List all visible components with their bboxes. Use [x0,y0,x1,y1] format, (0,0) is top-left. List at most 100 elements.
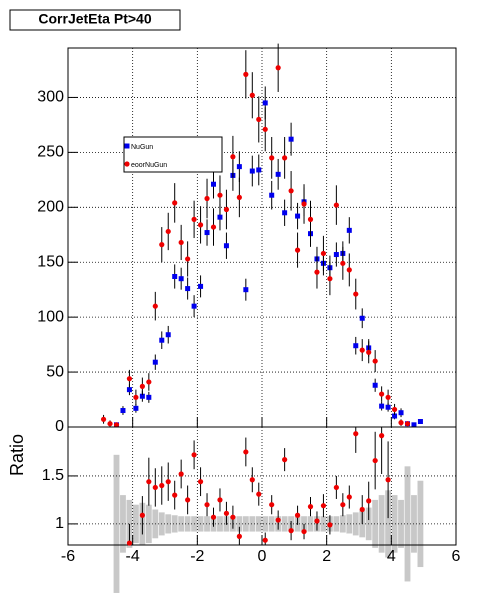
error-band [178,516,185,532]
data-point [294,247,301,253]
data-point [236,194,242,201]
data-point [282,155,288,161]
data-point [204,502,210,508]
error-band [165,514,172,534]
data-point [385,394,391,400]
data-point [172,492,178,498]
error-band [339,515,346,533]
data-point [100,416,107,422]
data-point [249,92,255,98]
error-band [385,490,392,558]
legend-marker [124,143,130,149]
data-point [191,216,197,222]
y-tick-label: 150 [37,253,64,270]
error-band [171,515,178,533]
data-point [372,382,378,388]
error-band [307,516,314,532]
data-point [126,387,132,393]
data-point [353,431,359,437]
data-point [236,533,242,539]
data-point [340,260,346,266]
error-band [255,516,262,532]
data-point [359,506,365,513]
error-band [184,516,191,532]
data-point [249,477,255,483]
y-tick-label: 100 [37,308,64,325]
data-point [301,201,307,207]
error-band [391,495,398,553]
data-point [178,276,184,282]
data-point [314,269,320,275]
error-band [346,514,353,534]
legend-label: NuGun [131,144,153,151]
title-box [9,9,181,31]
data-point [256,116,262,123]
data-point [185,497,191,503]
frame [67,426,457,546]
data-point [359,315,365,321]
data-point [178,471,184,477]
data-point [333,202,339,208]
error-band [217,516,223,532]
y-tick-label: 200 [37,199,64,216]
data-point [398,420,404,426]
data-point [333,484,339,491]
data-point [217,497,223,503]
legend [123,136,223,173]
data-point [295,213,301,219]
data-point [211,181,216,187]
data-point [133,394,139,400]
data-point [120,408,126,414]
data-point [139,383,145,389]
y-tick-label: 0 [55,418,64,435]
y-tick-label: 300 [37,89,64,106]
data-point [230,154,236,160]
data-point [353,291,359,297]
data-point [288,528,294,534]
data-point [366,349,372,355]
data-point [243,449,249,455]
data-point [314,518,320,524]
data-point [282,210,288,216]
data-point [269,155,275,161]
x-tick-label: 4 [387,548,396,565]
data-point [275,171,281,177]
data-point [327,522,333,528]
data-point [282,457,288,463]
data-point [185,256,191,262]
y-axis-label: Ratio [7,434,27,476]
data-point [379,403,385,409]
data-point [346,267,352,273]
data-point [269,502,275,508]
data-point [262,100,268,106]
data-point [346,494,352,500]
data-point [139,393,145,399]
error-band [262,516,269,532]
data-point [307,504,314,510]
data-point [172,273,178,279]
data-point [107,421,113,427]
x-tick-label: 0 [258,548,267,565]
data-point [417,419,423,425]
error-band [417,480,424,568]
data-point [223,243,229,249]
data-point [327,276,333,282]
data-point [320,503,327,509]
data-point [256,491,262,497]
error-band [249,516,256,532]
error-band [333,516,340,532]
data-point [307,216,314,222]
error-band [145,504,152,544]
data-point [269,192,275,198]
y-tick-label: 1 [55,515,64,532]
data-point [185,286,191,292]
error-band [132,504,139,544]
data-point [249,168,255,174]
data-point [146,379,152,385]
data-point [191,452,197,458]
data-point [172,200,178,206]
error-band [268,516,275,532]
data-point [379,391,385,397]
legend-marker [124,161,130,167]
